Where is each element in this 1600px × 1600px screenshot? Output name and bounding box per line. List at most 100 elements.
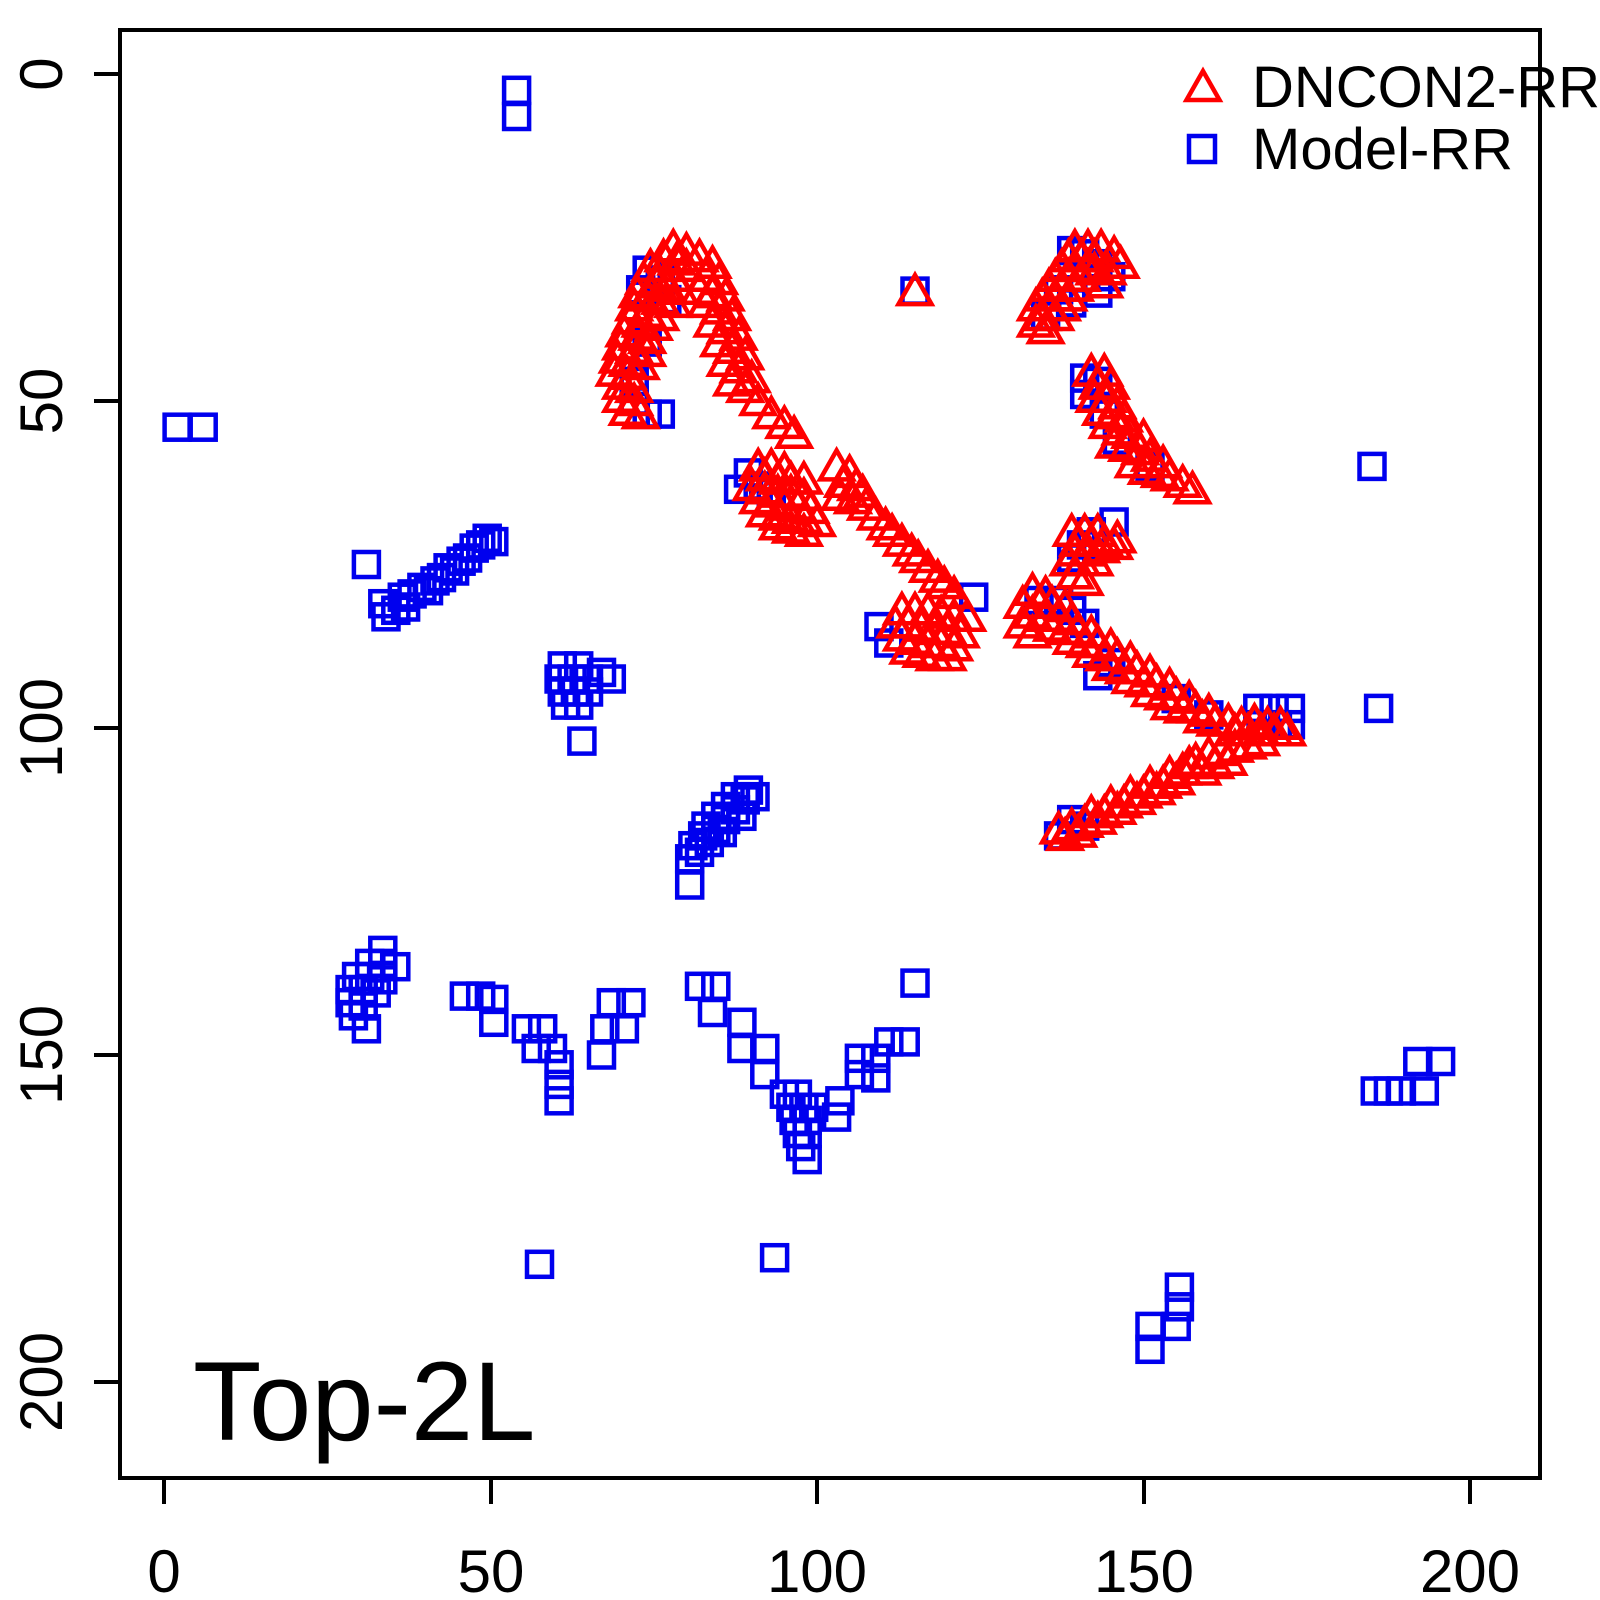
model-rr-point xyxy=(351,549,382,580)
model-rr-point xyxy=(501,75,532,106)
plot-border xyxy=(118,28,1542,1480)
dncon2-rr-point xyxy=(1044,815,1086,852)
dncon2-rr-point xyxy=(783,458,825,495)
dncon2-rr-point xyxy=(1260,704,1301,740)
model-rr-point xyxy=(697,997,728,1028)
model-rr-point xyxy=(825,1086,855,1116)
dncon2-rr-point xyxy=(1181,749,1223,786)
dncon2-rr-point xyxy=(1054,553,1096,590)
model-rr-point xyxy=(609,1014,640,1044)
dncon2-rr-point xyxy=(927,635,968,672)
model-rr-point xyxy=(691,811,721,841)
dncon2-rr-point xyxy=(894,270,936,307)
model-rr-point xyxy=(544,1086,574,1116)
model-rr-point xyxy=(861,1063,891,1093)
dncon2-rr-point xyxy=(656,239,697,276)
model-rr-point xyxy=(701,971,731,1002)
model-rr-point xyxy=(188,412,218,442)
model-rr-point xyxy=(707,817,738,848)
model-rr-point xyxy=(890,1027,920,1057)
dncon2-rr-point xyxy=(1038,808,1079,845)
dncon2-rr-point xyxy=(617,272,658,309)
model-rr-point xyxy=(1409,1076,1440,1106)
model-rr-point xyxy=(874,1027,904,1057)
y-tick-label: 0 xyxy=(8,57,75,90)
model-rr-point xyxy=(1425,1046,1456,1077)
model-rr-point xyxy=(479,526,509,557)
dncon2-rr-point xyxy=(773,413,815,449)
dncon2-rr-point xyxy=(917,557,959,593)
dncon2-rr-point xyxy=(891,530,933,567)
model-rr-point xyxy=(730,785,760,815)
dncon2-rr-point xyxy=(1172,468,1213,505)
model-rr-point xyxy=(1135,1334,1165,1365)
dncon2-rr-point xyxy=(1100,243,1141,279)
model-rr-point xyxy=(544,1069,574,1100)
model-rr-point xyxy=(351,1014,382,1044)
model-rr-point xyxy=(521,1033,551,1064)
model-rr-point xyxy=(727,1007,757,1038)
dncon2-rr-point xyxy=(842,472,884,508)
y-axis-ticks xyxy=(94,72,120,1384)
model-rr-point xyxy=(567,726,597,756)
model-rr-point xyxy=(674,870,705,900)
model-rr-point xyxy=(472,523,502,554)
dncon2-rr-point xyxy=(933,573,975,610)
legend-label-dncon2: DNCON2-RR xyxy=(1252,55,1600,120)
dncon2-rr-point xyxy=(1074,540,1115,577)
dncon2-rr-point xyxy=(1025,308,1066,345)
model-rr-point xyxy=(844,1059,875,1090)
y-axis-labels: 0 50 100 150 200 xyxy=(8,57,75,1432)
dncon2-rr-point xyxy=(724,367,766,404)
x-tick-label: 0 xyxy=(147,1538,180,1600)
model-rr-point xyxy=(479,1007,509,1038)
model-rr-point xyxy=(511,1014,542,1044)
x-tick-label: 150 xyxy=(1094,1538,1194,1600)
dncon2-rr-point xyxy=(1064,560,1106,597)
model-rr-point xyxy=(727,801,757,832)
model-rr-point xyxy=(864,611,894,642)
model-rr-point xyxy=(1357,451,1387,482)
model-rr-point xyxy=(563,690,594,720)
model-rr-point xyxy=(1164,1292,1195,1322)
dncon2-rr-point xyxy=(737,380,779,417)
dncon2-rr-point xyxy=(1093,524,1135,561)
legend: DNCON2-RR Model-RR xyxy=(1182,55,1600,182)
model-rr-point xyxy=(900,968,930,998)
model-rr-point xyxy=(586,1040,617,1070)
y-tick-label: 50 xyxy=(8,368,75,435)
model-rr-point xyxy=(1164,1272,1195,1302)
y-tick-label: 200 xyxy=(8,1332,75,1432)
model-rr-point xyxy=(1363,693,1394,724)
model-rr-point xyxy=(759,1242,790,1273)
legend-label-model: Model-RR xyxy=(1252,117,1513,182)
x-tick-label: 200 xyxy=(1420,1538,1520,1600)
model-rr-point xyxy=(501,101,532,132)
dncon2-rr-point xyxy=(783,511,825,548)
dncon2-rr-point xyxy=(620,393,662,430)
model-rr-point xyxy=(821,1102,852,1132)
dncon2-rr-point xyxy=(1162,462,1204,499)
model-rr-point xyxy=(524,1249,555,1280)
model-rr-point xyxy=(792,1144,822,1175)
annotation-top-2l: Top-2L xyxy=(193,1339,535,1464)
model-rr-point xyxy=(162,412,192,442)
x-tick-label: 50 xyxy=(458,1538,525,1600)
model-rr-point xyxy=(544,1050,574,1080)
x-axis-labels: 0 50 100 150 200 xyxy=(147,1538,1520,1600)
x-axis-ticks xyxy=(162,1478,1472,1504)
y-tick-label: 150 xyxy=(8,1005,75,1105)
model-rr-point xyxy=(750,1059,780,1090)
legend-triangle-marker xyxy=(1182,66,1224,103)
model-rr-point xyxy=(844,1043,875,1074)
x-tick-label: 100 xyxy=(767,1538,867,1600)
dncon2-rr-point xyxy=(1015,301,1057,338)
model-rr-points xyxy=(162,75,1456,1365)
dncon2-rr-points xyxy=(594,226,1308,852)
dncon2-rr-point xyxy=(1083,262,1125,299)
dncon2-rr-point xyxy=(865,504,906,541)
model-rr-point xyxy=(449,981,480,1011)
dncon2-rr-point xyxy=(1139,452,1181,489)
